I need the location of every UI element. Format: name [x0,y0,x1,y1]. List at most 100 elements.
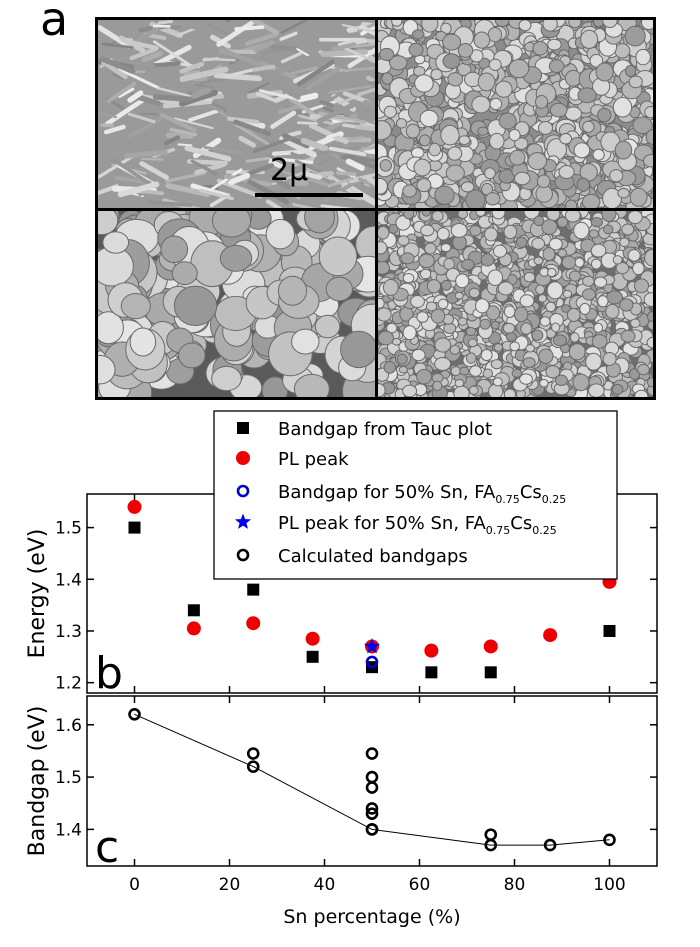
sem-grain [589,53,604,68]
panel-b-label: b [95,648,123,699]
sem-grain [534,94,549,109]
sem-flake [280,51,302,64]
sem-flake [247,79,275,94]
sem-flake [251,20,280,35]
sem-grain [98,311,124,345]
sem-grain [102,231,130,254]
sem-flake [300,174,327,186]
sem-grain [629,187,648,207]
data-point [425,666,438,679]
sem-flake [139,112,159,116]
sem-grain [559,133,573,145]
sem-flake [124,149,168,159]
panel-label-a: a [40,0,69,46]
data-point [365,770,379,784]
sem-flake [268,159,284,169]
sem-flake [338,66,375,73]
sem-flake [160,112,197,133]
sem-grain [378,177,388,195]
sem-flake [320,49,369,58]
sem-grain [508,58,530,79]
sem-grain [178,342,206,369]
data-point [306,650,319,663]
sem-grain [414,74,434,93]
sem-texture [378,20,653,208]
sem-flake [366,75,375,85]
sem-grain [477,72,496,92]
sem-micrograph-bottom-left [98,211,375,397]
sem-flake [208,104,224,113]
sem-grain [645,129,653,145]
sem-flake [165,182,211,198]
sem-grain [538,121,553,135]
sem-grain [314,314,341,339]
panel-c-xtick-label: 40 [314,875,336,895]
sem-flake [139,161,169,180]
sem-grain [458,135,471,146]
sem-grain [549,102,568,118]
sem-grain [447,146,463,161]
legend: Bandgap from Tauc plot PL peak Bandgap for… [213,410,618,580]
sem-flake [165,171,207,183]
data-point [543,628,558,643]
sem-flake [98,25,132,49]
sem-flake [245,32,279,46]
sem-flake [238,135,256,148]
sem-flake [127,116,164,138]
sem-grain [614,140,633,160]
sem-flake [327,177,354,188]
sem-grain [98,355,116,385]
sem-flake [289,179,309,186]
sem-grain [160,235,189,264]
sem-grain [597,107,612,123]
sem-flake [127,90,144,103]
sem-micrograph-top-right [378,20,653,208]
sem-flake [177,143,193,147]
sem-flake [279,31,298,41]
legend-entry: PL peak for 50% Sn, FA0.75Cs0.25 [278,513,557,537]
sem-flake [252,136,294,154]
sem-grain [383,105,397,119]
sem-grain [447,72,464,87]
sem-flake [216,178,263,199]
panel-b-ytick-label: 1.5 [55,519,82,539]
panel-b-ytick-label: 1.4 [55,570,82,590]
sem-flake [101,60,128,80]
sem-grain [624,25,646,47]
sem-flake [358,177,375,189]
data-point [246,616,261,631]
sem-flake [234,123,269,146]
sem-flake [328,85,372,94]
sem-flake [271,149,305,156]
sem-flake [101,42,134,49]
sem-flake [188,108,222,122]
panel-b-ytick-label: 1.2 [55,674,82,694]
sem-grain [211,211,252,238]
sem-grain [547,38,562,51]
sem-grain [602,187,622,208]
sem-flake [233,119,271,137]
sem-flake [152,40,193,68]
sem-flake [157,20,174,25]
sem-flake [179,61,205,74]
sem-grain [489,132,505,150]
sem-grain [486,305,501,321]
sem-grain [624,64,637,78]
data-point [603,624,616,637]
sem-flake [366,38,375,44]
sem-grain [442,53,461,70]
sem-grain [391,20,403,27]
sem-flake [169,127,198,137]
sem-texture [98,211,375,397]
panel-b-ytick-label: 1.3 [55,622,82,642]
panel-c-xtick-label: 80 [504,875,526,895]
sem-grain [98,211,119,236]
sem-flake [208,168,243,193]
sem-grain [635,48,651,66]
panel-c-ytick-label: 1.5 [55,768,82,788]
sem-grain [539,378,549,388]
panel-c-label: c [95,822,119,873]
sem-grain [577,87,597,104]
sem-grain [460,181,475,193]
data-point [424,643,439,658]
